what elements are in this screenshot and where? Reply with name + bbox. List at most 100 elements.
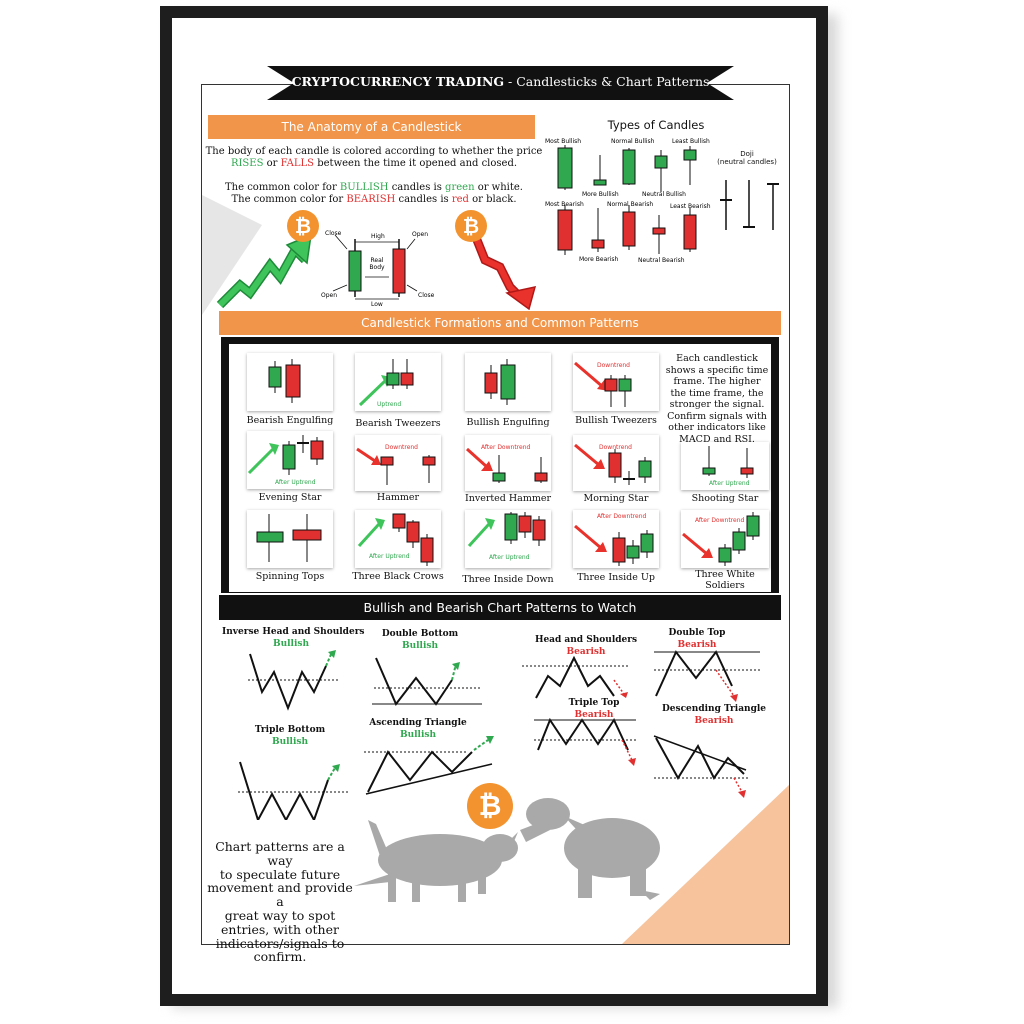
bull-and-bear-silhouette <box>354 798 660 902</box>
mini-after-uptrend-4: After Uptrend <box>489 554 530 561</box>
grey-corner-shape <box>202 195 262 315</box>
label-normal-bullish: Normal Bullish <box>611 138 655 145</box>
mini-after-uptrend: After Uptrend <box>275 479 316 486</box>
signal-triple-top: Bearish <box>574 710 614 720</box>
chart-patterns-footer: Chart patterns are a way to speculate fut… <box>207 839 353 965</box>
label-ascending-triangle: Ascending Triangle <box>369 718 467 728</box>
card-bearish-engulfing <box>247 353 333 411</box>
label-double-top: Double Top <box>668 628 726 638</box>
card-bullish-tweezers: Downtrend <box>573 353 659 411</box>
mini-after-uptrend-3: After Uptrend <box>369 553 410 560</box>
mini-uptrend: Uptrend <box>377 401 402 408</box>
signal-triple-bottom: Bullish <box>271 737 309 747</box>
doji-label: Doji (neutral candles) <box>717 150 777 166</box>
card-inverted-hammer: After Downtrend <box>465 435 551 491</box>
card-spinning-tops <box>247 510 333 568</box>
bitcoin-icon-3: ₿ <box>467 783 513 829</box>
signal-descending-triangle: Bearish <box>694 716 734 726</box>
label-inverted-hammer: Inverted Hammer <box>464 493 552 504</box>
label-real-body: Real Body <box>369 257 385 271</box>
card-bullish-engulfing <box>465 353 551 411</box>
label-more-bullish: More Bullish <box>582 191 619 198</box>
label-most-bearish: Most Bearish <box>545 201 584 208</box>
ascending-triangle-line <box>367 750 473 793</box>
bitcoin-icon: ₿ <box>287 210 319 242</box>
label-bearish-tweezers: Bearish Tweezers <box>355 418 441 429</box>
formations-header: Candlestick Formations and Common Patter… <box>219 311 781 335</box>
chart-pattern-drawings <box>238 650 760 820</box>
descending-triangle-line <box>655 737 745 780</box>
label-morning-star: Morning Star <box>583 493 649 504</box>
card-bearish-tweezers: Uptrend <box>355 353 441 411</box>
types-of-candles-illustration <box>557 145 779 255</box>
head-shoulders-line <box>535 655 615 699</box>
bull-icon <box>354 820 518 902</box>
label-three-black-crows: Three Black Crows <box>352 571 444 582</box>
double-top-line <box>655 650 733 697</box>
triple-bottom-line <box>239 761 329 820</box>
formations-note: Each candlestick shows a specific time fra… <box>665 353 769 445</box>
label-three-white-soldiers: Three White Soldiers <box>695 569 755 591</box>
label-least-bearish: Least Bearish <box>670 203 711 210</box>
anatomy-green-candle <box>348 250 362 292</box>
card-shooting-star: After Uptrend <box>681 442 769 490</box>
anatomy-red-candle <box>392 248 406 294</box>
label-neutral-bearish: Neutral Bearish <box>638 257 685 264</box>
anatomy-header: The Anatomy of a Candlestick <box>208 115 535 139</box>
label-close-2: Close <box>418 292 435 299</box>
card-three-white-soldiers: After Downtrend <box>681 510 769 568</box>
title-banner <box>267 66 734 100</box>
label-three-inside-up: Three Inside Up <box>577 572 655 583</box>
mini-downtrend-2: Downtrend <box>385 444 418 451</box>
card-hammer: Downtrend <box>355 435 441 491</box>
signal-inverse-head-shoulders: Bullish <box>272 639 310 649</box>
label-triple-bottom: Triple Bottom <box>254 725 326 735</box>
label-high: High <box>371 233 385 240</box>
anatomy-illustration <box>216 233 537 310</box>
inverse-head-shoulders-line <box>249 653 327 711</box>
label-least-bullish: Least Bullish <box>672 138 710 145</box>
poster-title: CRYPTOCURRENCY TRADING - Candlesticks & … <box>291 74 710 89</box>
label-spinning-tops: Spinning Tops <box>255 571 325 582</box>
types-title: Types of Candles <box>607 118 705 132</box>
chart-patterns-header: Bullish and Bearish Chart Patterns to Wa… <box>219 595 781 620</box>
mini-downtrend-3: Downtrend <box>599 444 632 451</box>
double-bottom-line <box>375 657 453 706</box>
label-close: Close <box>325 230 342 237</box>
signal-double-bottom: Bullish <box>401 641 439 651</box>
mini-after-downtrend-2: After Downtrend <box>597 513 647 520</box>
label-bullish-tweezers: Bullish Tweezers <box>575 415 657 426</box>
label-three-inside-down: Three Inside Down <box>462 574 554 585</box>
label-evening-star: Evening Star <box>258 492 322 503</box>
card-three-inside-up: After Downtrend <box>573 510 659 568</box>
label-most-bullish: Most Bullish <box>545 138 582 145</box>
card-three-black-crows: After Uptrend <box>355 510 441 568</box>
mini-after-downtrend-3: After Downtrend <box>695 517 745 524</box>
background-shapes <box>202 195 789 944</box>
card-evening-star: After Uptrend <box>247 431 333 489</box>
mini-after-uptrend-2: After Uptrend <box>709 480 750 487</box>
bear-icon <box>520 798 660 900</box>
label-inverse-head-shoulders: Inverse Head and Shoulders <box>222 627 365 637</box>
peach-corner-shape <box>622 785 789 944</box>
label-neutral-bullish: Neutral Bullish <box>642 191 686 198</box>
label-descending-triangle: Descending Triangle <box>661 704 767 714</box>
label-low: Low <box>371 301 383 308</box>
label-more-bearish: More Bearish <box>579 256 619 263</box>
bitcoin-icon-2: ₿ <box>455 210 487 242</box>
label-open: Open <box>412 231 429 238</box>
card-three-inside-down: After Uptrend <box>465 510 551 568</box>
mini-downtrend: Downtrend <box>597 362 630 369</box>
label-hammer: Hammer <box>376 492 420 503</box>
card-morning-star: Downtrend <box>573 435 659 491</box>
label-open-2: Open <box>321 292 338 299</box>
anatomy-description: The body of each candle is colored accor… <box>205 146 543 205</box>
label-head-shoulders: Head and Shoulders <box>534 635 638 645</box>
label-shooting-star: Shooting Star <box>691 493 759 504</box>
triple-top-line <box>537 717 629 751</box>
label-normal-bearish: Normal Bearish <box>607 201 654 208</box>
signal-head-shoulders: Bearish <box>566 647 606 657</box>
label-bullish-engulfing: Bullish Engulfing <box>466 417 550 428</box>
label-triple-top: Triple Top <box>568 698 620 708</box>
signal-ascending-triangle: Bullish <box>399 730 437 740</box>
